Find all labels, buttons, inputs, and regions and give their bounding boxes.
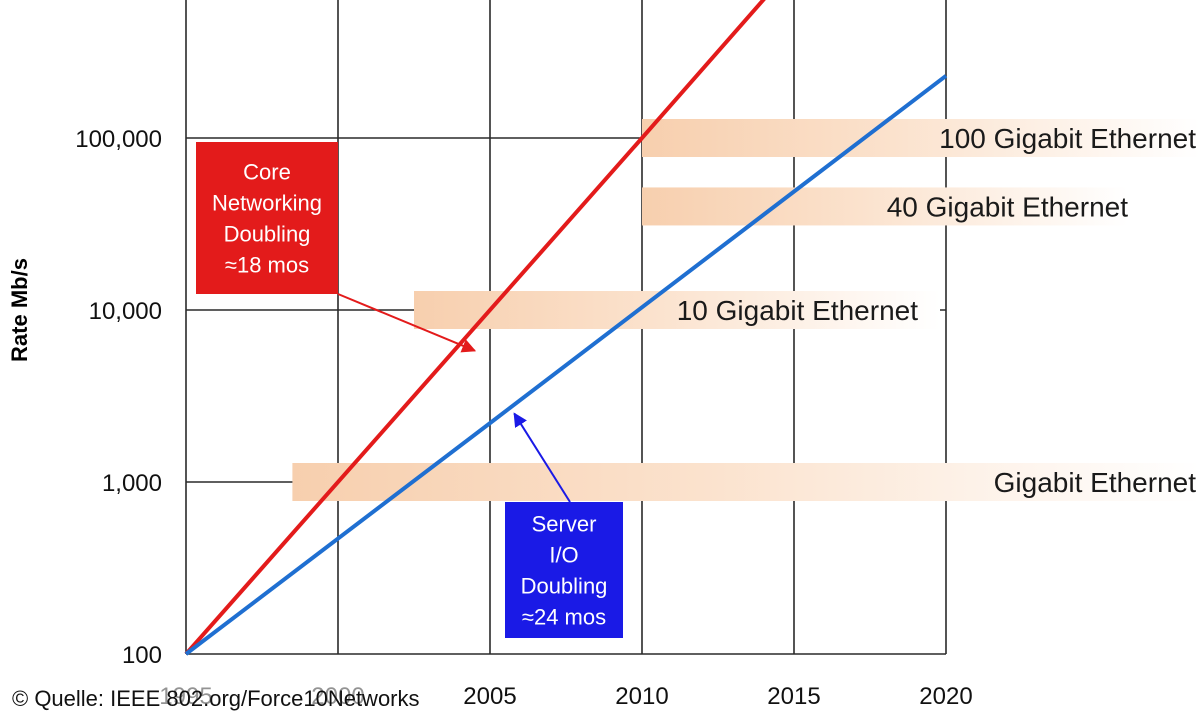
x-tick-label-2015: 2015	[767, 683, 820, 710]
series-lines	[184, 0, 948, 656]
server-box-line-4: ≈24 mos	[522, 604, 606, 629]
band-4	[642, 119, 1200, 157]
series-line-2	[184, 74, 948, 656]
x-tick-label-2010: 2010	[615, 683, 668, 710]
core-box-line-3: Doubling	[224, 221, 311, 246]
server-arrow	[513, 412, 571, 503]
core-box-line-4: ≈18 mos	[225, 252, 309, 277]
annotations: Core Networking Doubling ≈18 mos Server I/O Do…	[196, 142, 623, 638]
ethernet-bands: Gigabit Ethernet 10 Gigabit Ethernet 40 Gi…	[292, 119, 1200, 501]
server-box-line-3: Doubling	[521, 573, 608, 598]
x-tick-label-2020: 2020	[919, 683, 972, 710]
server-box-line-2: I/O	[549, 542, 578, 567]
server-box	[505, 502, 623, 638]
core-box-line-1: Core	[243, 159, 291, 184]
band-1	[292, 463, 1200, 501]
core-arrow	[337, 293, 477, 353]
y-tick-label-100,000: 100,000	[75, 126, 162, 153]
y-tick-label-1,000: 1,000	[102, 470, 162, 497]
core-box-line-2: Networking	[212, 190, 322, 215]
band-label-1: Gigabit Ethernet	[994, 467, 1197, 498]
y-tick-label-10,000: 10,000	[89, 298, 162, 325]
series-line-1	[184, 0, 766, 656]
band-label-3: 40 Gigabit Ethernet	[887, 191, 1128, 222]
band-3	[642, 187, 1128, 226]
band-label-2: 10 Gigabit Ethernet	[677, 295, 918, 326]
core-box	[196, 142, 338, 294]
y-tick-label-100: 100	[122, 642, 162, 669]
band-label-4: 100 Gigabit Ethernet	[939, 123, 1196, 154]
y-axis-title: Rate Mb/s	[7, 258, 32, 362]
x-tick-label-2005: 2005	[463, 683, 516, 710]
server-box-line-1: Server	[532, 511, 597, 536]
source-credit: © Quelle: IEEE 802.org/Force10Networks	[10, 686, 422, 712]
